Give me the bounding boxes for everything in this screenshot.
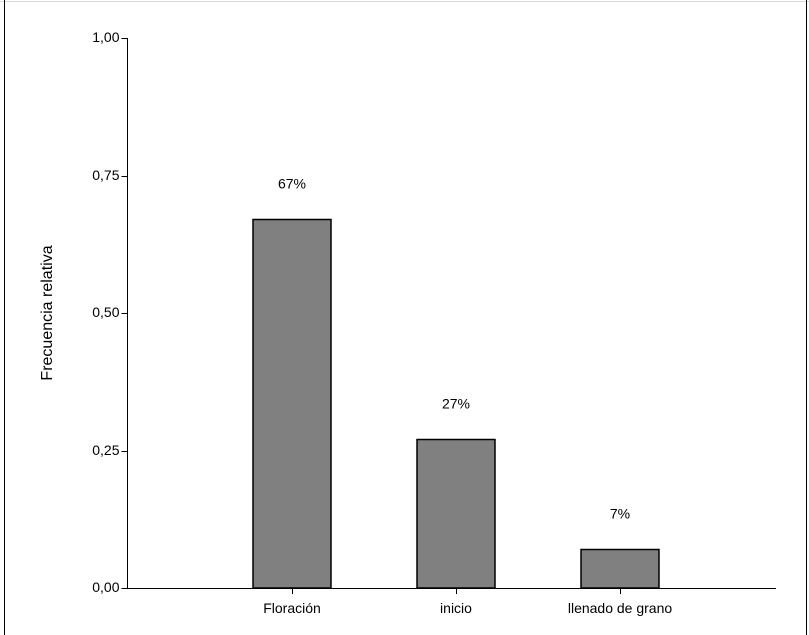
y-tick-label: 0,25 xyxy=(92,442,119,458)
y-tick-label: 0,50 xyxy=(92,304,119,320)
y-tick-label: 0,75 xyxy=(92,167,119,183)
y-tick-label: 1,00 xyxy=(92,29,119,45)
y-axis-title: Frecuencia relativa xyxy=(39,245,56,380)
x-category-label: inicio xyxy=(440,600,472,616)
y-tick-label: 0,00 xyxy=(92,579,119,595)
x-category-label: llenado de grano xyxy=(568,600,673,616)
bar-data-label: 7% xyxy=(610,506,630,522)
bar xyxy=(252,218,332,589)
bar-data-label: 27% xyxy=(442,396,470,412)
bar xyxy=(416,438,496,589)
bars xyxy=(252,218,660,589)
bar xyxy=(580,548,660,589)
bar-labels: 67% 27% 7% xyxy=(278,176,630,522)
x-category-label: Floración xyxy=(263,600,321,616)
bar-data-label: 67% xyxy=(278,176,306,192)
